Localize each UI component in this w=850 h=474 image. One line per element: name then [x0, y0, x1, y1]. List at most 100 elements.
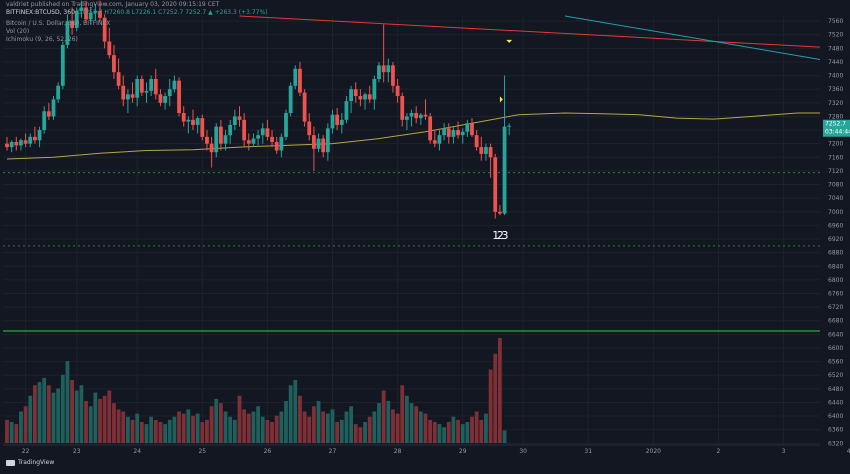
candle-body	[191, 120, 195, 125]
tradingview-icon	[6, 460, 15, 466]
volume-bar	[107, 391, 111, 444]
candle-body	[377, 65, 381, 79]
volume-bar	[238, 396, 242, 443]
candles	[5, 1, 511, 219]
volume-bar	[219, 403, 223, 443]
price-tick-label: 6920	[828, 236, 843, 243]
candle-body	[405, 116, 409, 119]
candle-body	[242, 120, 246, 140]
candle-body	[372, 79, 376, 99]
volume-bar	[149, 417, 153, 443]
volume-bar	[307, 417, 311, 443]
price-tick-label: 6520	[828, 372, 843, 379]
candle-body	[135, 79, 139, 98]
time-axis[interactable]: 2223242526272829303120202345678910	[3, 445, 850, 455]
chart-title[interactable]: Bitcoin / U.S. Dollar, 360, BITFINEX	[6, 20, 110, 28]
candle-body	[363, 94, 367, 99]
volume-bar	[66, 361, 70, 443]
volume-bar	[386, 401, 390, 443]
volume-bar	[210, 406, 214, 443]
volume-bar	[42, 378, 46, 443]
candle-body	[298, 69, 302, 93]
candle-body	[345, 101, 349, 120]
candle-body	[117, 72, 121, 86]
volume-bar	[298, 396, 302, 443]
candle-body	[433, 140, 437, 143]
price-tick-label: 7080	[828, 182, 843, 189]
volume-bar	[405, 396, 409, 443]
time-tick-label: 25	[198, 448, 206, 455]
candle-body	[503, 127, 507, 214]
price-change: 7252.7 ▲ +263.3 (+3.77%)	[185, 9, 267, 16]
volume-bar	[154, 420, 158, 443]
volume-bar	[117, 409, 121, 443]
volume-bar	[279, 412, 283, 444]
volume-bar	[321, 412, 325, 444]
price-tick-label: 7360	[828, 86, 843, 93]
volume-bar	[145, 424, 149, 443]
price-tick-label: 6800	[828, 277, 843, 284]
volume-bar	[359, 427, 363, 443]
candle-body	[200, 118, 204, 137]
candle-body	[307, 122, 311, 136]
volume-bar	[98, 399, 102, 443]
candle-body	[293, 69, 297, 86]
volume-bar	[442, 427, 446, 443]
candle-body	[400, 96, 404, 120]
candle-body	[238, 116, 242, 119]
volume-bar	[214, 399, 218, 443]
volume-bar	[196, 414, 200, 443]
candle-body	[126, 94, 130, 99]
candle-body	[428, 116, 432, 140]
price-tick-label: 7280	[828, 113, 843, 120]
volume-bar	[140, 422, 144, 443]
time-tick-label: 3	[782, 448, 786, 455]
volume-bar	[266, 420, 270, 443]
candle-body	[326, 128, 330, 152]
candle-body	[270, 137, 274, 142]
tradingview-logo[interactable]: TradingView	[6, 459, 54, 466]
volume-bar	[5, 420, 9, 443]
volume-bar	[19, 412, 23, 444]
volume-bar	[242, 409, 246, 443]
candle-body	[461, 132, 465, 135]
candle-body	[266, 128, 270, 137]
candle-body	[410, 113, 414, 116]
time-tick-label: 23	[73, 448, 81, 455]
price-tick-label: 6360	[828, 427, 843, 434]
indicator-lines	[3, 16, 850, 331]
candle-body	[484, 147, 488, 154]
candle-body	[391, 65, 395, 85]
time-tick-label: 27	[329, 448, 337, 455]
price-tick-label: 6480	[828, 386, 843, 393]
volume-bar	[354, 424, 358, 443]
price-tick-label: 6680	[828, 318, 843, 325]
symbol-name[interactable]: BITFINEX:BTCUSD, 360	[6, 9, 75, 16]
signal-marker	[506, 40, 512, 43]
candle-body	[145, 91, 149, 93]
candle-body	[438, 135, 442, 144]
candle-body	[107, 42, 111, 56]
candle-body	[140, 79, 144, 93]
volume-bar	[191, 416, 195, 443]
volume-bar	[484, 414, 488, 443]
candle-body	[289, 86, 293, 113]
candle-body	[247, 140, 251, 143]
price-axis[interactable]: 7560752074807440740073607320728072407200…	[820, 0, 850, 470]
candle-body	[275, 142, 279, 151]
candle-body	[498, 212, 502, 214]
volume-bar	[14, 424, 18, 443]
candle-body	[14, 142, 18, 145]
price-tick-label: 7400	[828, 73, 843, 80]
volume-bar	[335, 422, 339, 443]
ichimoku-indicator-label[interactable]: Ichimoku (9, 26, 52, 26)	[6, 36, 78, 44]
volume-bar	[38, 382, 42, 443]
candle-body	[252, 139, 256, 144]
volume-indicator-label[interactable]: Vol (20)	[6, 28, 29, 36]
time-tick-label: 29	[459, 448, 467, 455]
cyan-trendline	[565, 16, 835, 62]
volume-bar	[293, 380, 297, 443]
volume-bar	[61, 375, 65, 443]
